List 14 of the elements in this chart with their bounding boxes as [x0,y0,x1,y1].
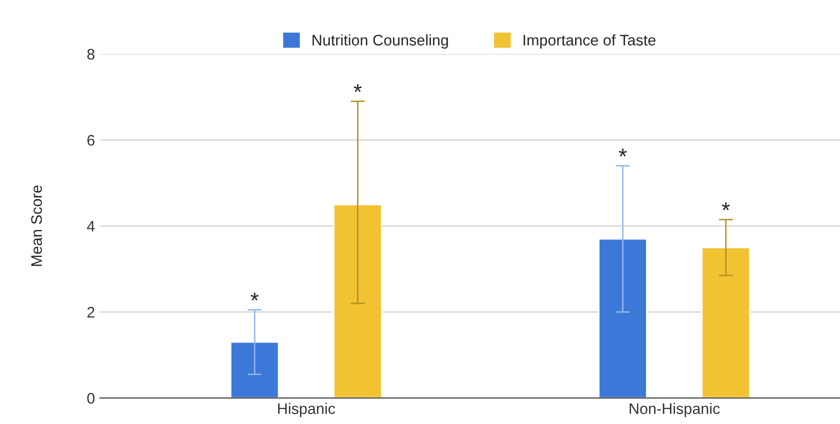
legend-label: Importance of Taste [524,34,656,49]
y-axis-title: Mean Score [31,185,42,266]
y-tick-label: 8 [87,48,94,60]
x-tick-label: Non-Hispanic [630,402,720,418]
legend-label: Nutrition Counseling [312,34,448,49]
y-tick-label: 4 [86,221,95,232]
y-tick-label: 6 [87,134,94,146]
annotation: * [250,292,259,301]
annotation: * [722,202,730,210]
x-tick-label: Hispanic [278,402,336,418]
annotation: * [354,84,362,92]
y-tick-label: 0 [87,392,95,404]
annotation: * [618,148,627,156]
y-tick-label: 2 [87,306,94,318]
